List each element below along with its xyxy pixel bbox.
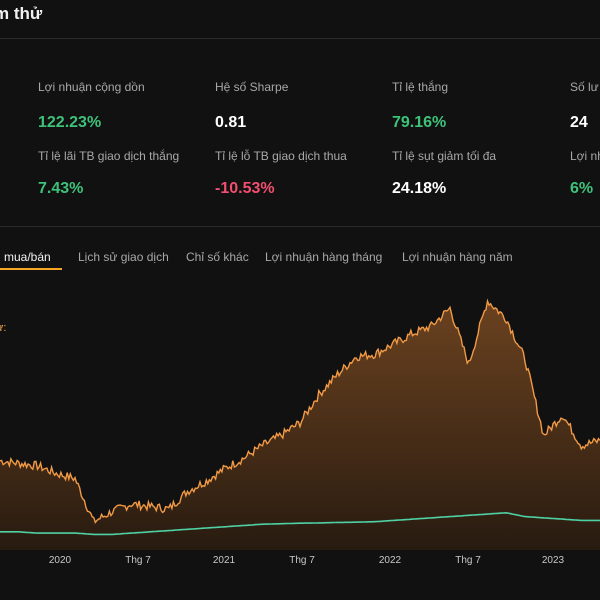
page-title: m thử	[0, 4, 43, 23]
metric-value-cumulative-return: 122.23%	[38, 114, 102, 131]
x-tick: 2021	[212, 555, 236, 566]
tab-bar: h mua/bán Lịch sử giao dịch Chỉ số khác …	[0, 250, 600, 270]
metric-label-cumulative-return: Lợi nhuận cộng dồn	[38, 80, 145, 94]
metric-value-profit: 6%	[570, 180, 594, 197]
header-divider	[0, 38, 600, 39]
strategy-equity-line	[0, 298, 600, 524]
strategy-area-fill	[0, 301, 600, 550]
metric-label-win-rate: Tỉ lệ thắng	[392, 80, 449, 94]
active-tab-indicator	[0, 268, 62, 270]
tab-other-metrics[interactable]: Chỉ số khác	[186, 250, 249, 264]
metric-label-avg-loss: Tỉ lệ lỗ TB giao dịch thua	[215, 149, 347, 163]
metric-label-profit: Lợi nh	[570, 149, 600, 163]
metric-label-sharpe: Hệ số Sharpe	[215, 80, 289, 94]
x-tick: Thg 7	[455, 555, 481, 566]
x-tick: 2020	[48, 555, 72, 566]
x-tick: 2023	[541, 555, 565, 566]
metric-value-avg-win: 7.43%	[38, 180, 84, 197]
benchmark-line	[0, 511, 600, 536]
tab-yearly-returns[interactable]: Lợi nhuận hàng năm	[402, 250, 513, 264]
x-tick: Thg 7	[125, 555, 151, 566]
equity-chart[interactable]	[0, 280, 600, 550]
x-tick: 2022	[378, 555, 402, 566]
metric-value-win-rate: 79.16%	[392, 114, 447, 131]
metric-label-trade-count: Số lư	[570, 80, 599, 94]
metric-label-avg-win: Tỉ lệ lãi TB giao dịch thắng	[38, 149, 180, 163]
x-tick: Thg 7	[289, 555, 315, 566]
tab-monthly-returns[interactable]: Lợi nhuận hàng tháng	[265, 250, 383, 264]
metric-value-trade-count: 24	[570, 114, 588, 131]
chart-legend-label: ừ:	[0, 322, 7, 334]
tab-buy-sell[interactable]: h mua/bán	[0, 250, 51, 264]
metric-label-max-drawdown: Tỉ lệ sụt giảm tối đa	[392, 149, 497, 163]
metrics-divider	[0, 226, 600, 227]
tab-trade-history[interactable]: Lịch sử giao dịch	[78, 250, 169, 264]
metric-value-max-drawdown: 24.18%	[392, 180, 447, 197]
metric-value-sharpe: 0.81	[215, 114, 247, 131]
metric-value-avg-loss: -10.53%	[215, 180, 275, 197]
